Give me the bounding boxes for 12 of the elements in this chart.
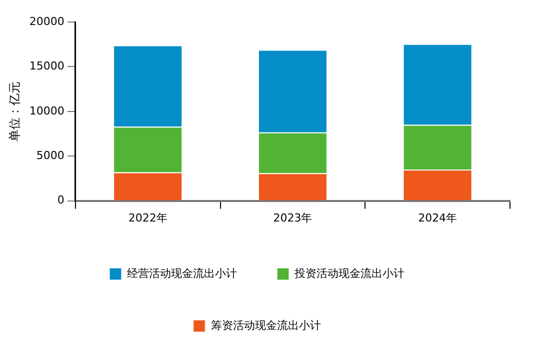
legend-label: 筹资活动现金流出小计 bbox=[210, 318, 321, 332]
y-tick-label: 20000 bbox=[29, 14, 64, 28]
y-tick-label: 0 bbox=[57, 194, 64, 207]
y-tick-label: 5000 bbox=[36, 148, 64, 162]
y-tick-label: 10000 bbox=[29, 104, 64, 118]
x-tick-label: 2023年 bbox=[273, 211, 312, 224]
y-tick-label: 15000 bbox=[29, 60, 64, 73]
x-tick-label: 2024年 bbox=[418, 211, 458, 224]
y-axis-title: 单位：亿元 bbox=[7, 81, 22, 142]
legend-label: 经营活动现金流出小计 bbox=[127, 266, 237, 280]
legend-label: 投资活动现金流出小计 bbox=[294, 266, 404, 280]
x-tick-label: 2022年 bbox=[128, 211, 168, 224]
